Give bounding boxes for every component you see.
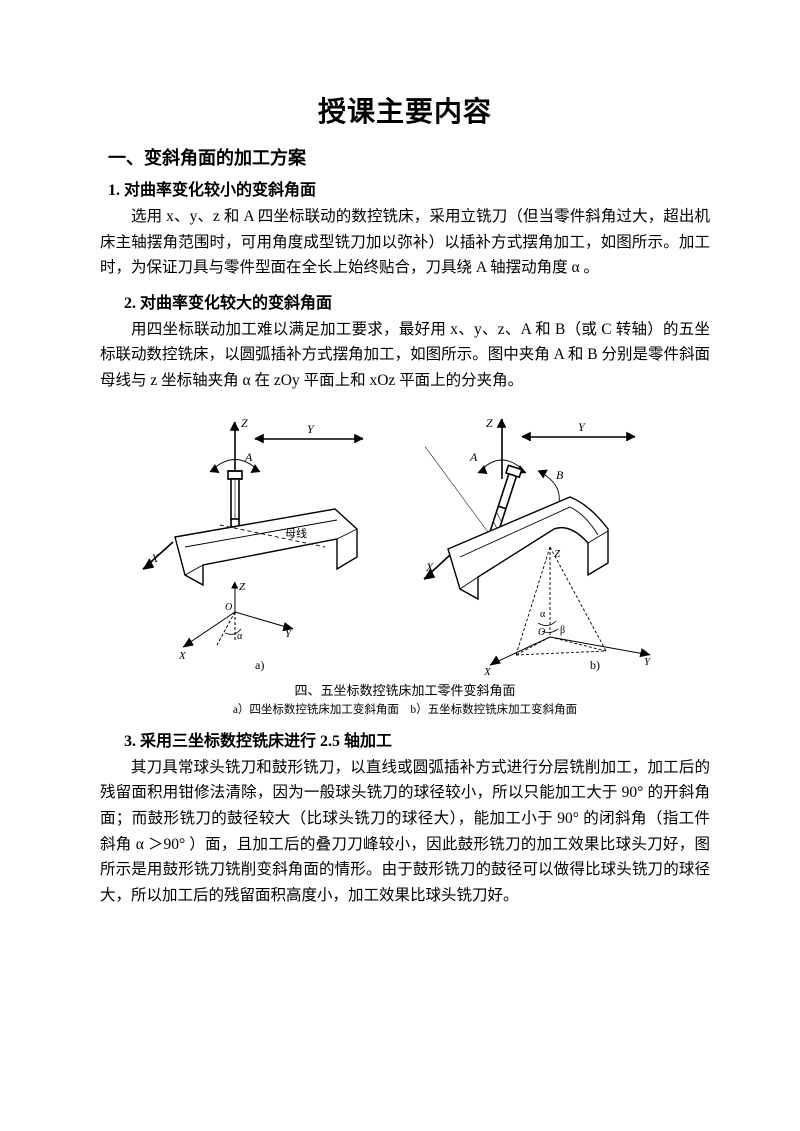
alpha-label-b: α [540, 609, 546, 620]
figure-diagram: Z Y A X 母线 Z O Y X α a) [100, 407, 710, 717]
axis-z-small: Z [239, 581, 246, 593]
subsection-heading-1: 1. 对曲率变化较小的变斜角面 [108, 176, 710, 200]
paragraph: 用四坐标联动加工难以满足加工要求，最好用 x、y、z、A 和 B（或 C 转轴）… [100, 317, 710, 394]
axis-y-label: Y [307, 422, 315, 436]
alpha-label: α [237, 631, 243, 642]
document-page: 授课主要内容 一、变斜角面的加工方案 1. 对曲率变化较小的变斜角面 选用 x、… [0, 0, 800, 1131]
subfig-b-label: b) [590, 658, 600, 672]
axis-x-small: X [178, 650, 187, 662]
axis-y-label-b: Y [578, 420, 586, 434]
origin-label: O [225, 602, 232, 613]
axis-y-small: Y [285, 628, 293, 640]
axis-b-label: B [556, 468, 564, 482]
origin-label-b: O [538, 627, 545, 638]
axis-z-label-b: Z [486, 416, 493, 430]
generatrix-label: 母线 [285, 526, 307, 540]
subfig-a-label: a) [255, 658, 264, 672]
subsection-heading-3: 3. 采用三坐标数控铣床进行 2.5 轴加工 [124, 727, 710, 751]
axis-x-small-b: X [483, 666, 492, 677]
figure-caption-main: 四、五坐标数控铣床加工零件变斜角面 [100, 681, 710, 701]
page-title: 授课主要内容 [100, 90, 710, 130]
beta-label: β [560, 625, 565, 636]
axis-a-label-b: A [469, 450, 478, 464]
axis-a-label: A [244, 450, 253, 464]
subsection-heading-2: 2. 对曲率变化较大的变斜角面 [124, 289, 710, 313]
axis-y-small-b: Y [644, 656, 652, 668]
section-heading-1: 一、变斜角面的加工方案 [108, 144, 710, 170]
axis-z-small-b: Z [554, 548, 561, 560]
figure-caption-sub: a）四坐标数控铣床加工变斜角面 b）五坐标数控铣床加工变斜角面 [100, 701, 710, 717]
milling-diagram-svg: Z Y A X 母线 Z O Y X α a) [125, 407, 685, 677]
axis-x-label: X [150, 551, 159, 565]
axis-z-label: Z [241, 416, 248, 430]
paragraph: 选用 x、y、z 和 A 四坐标联动的数控铣床，采用立铣刀（但当零件斜角过大，超… [100, 204, 710, 281]
paragraph: 其刀具常球头铣刀和鼓形铣刀，以直线或圆弧插补方式进行分层铣削加工，加工后的残留面… [100, 755, 710, 908]
axis-x-label-b: X [425, 560, 434, 574]
